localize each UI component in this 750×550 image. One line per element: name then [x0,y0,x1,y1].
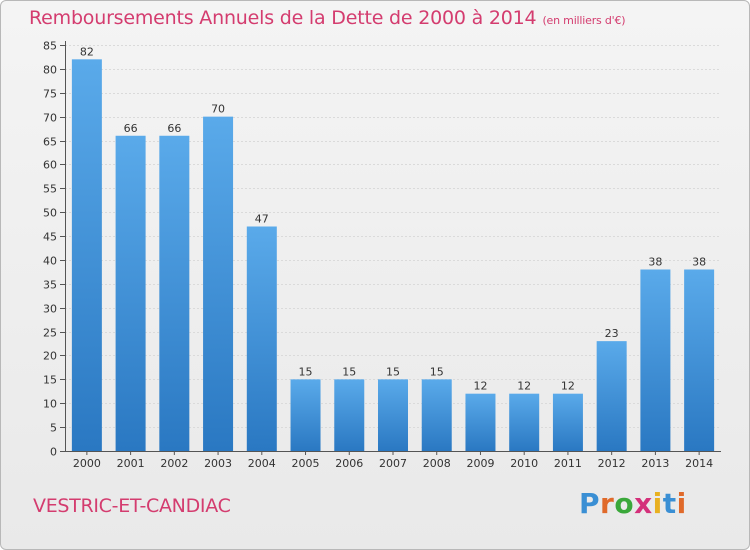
y-tick-label: 65 [43,136,57,149]
y-tick-label: 10 [43,398,57,411]
y-tick-label: 50 [43,207,57,220]
x-tick-label: 2009 [466,457,494,470]
bar-value-label: 23 [605,327,619,340]
y-tick-label: 25 [43,327,57,340]
bar-value-label: 47 [255,213,269,226]
bar-value-label: 15 [342,365,356,378]
logo-letter: i [652,487,663,520]
x-tick-label: 2004 [248,457,276,470]
y-tick-label: 15 [43,374,57,387]
bar-value-label: 70 [211,103,225,116]
bar [640,269,671,451]
bar [246,226,277,451]
chart-title: Remboursements Annuels de la Dette de 20… [29,7,626,29]
bar [203,116,234,451]
bar-value-label: 12 [517,380,531,393]
y-tick-label: 30 [43,303,57,316]
logo-letter: x [634,487,653,520]
bar [552,393,583,451]
x-tick-label: 2013 [641,457,669,470]
y-tick-label: 60 [43,159,57,172]
x-tick-label: 2007 [379,457,407,470]
y-tick-label: 40 [43,255,57,268]
y-tick-label: 70 [43,112,57,125]
bars [71,59,715,452]
data-labels: 82 66 66 70 47 15 15 15 15 12 12 12 23 38 38 [80,45,706,392]
y-tick-label: 55 [43,183,57,196]
logo-letter: o [614,487,635,520]
y-tick-label: 5 [50,422,57,435]
x-tick-label: 2014 [685,457,713,470]
x-axis-ticks: 2000 2001 2002 2003 2004 2005 2006 2007 2008 2009… [73,451,713,470]
x-tick-label: 2011 [554,457,582,470]
bar [465,393,496,451]
x-tick-label: 2008 [423,457,451,470]
y-tick-label: 20 [43,350,57,363]
logo-letter: P [579,487,601,520]
y-tick-label: 75 [43,88,57,101]
x-tick-label: 2000 [73,457,101,470]
bar [421,379,452,451]
bar [596,341,627,451]
bar [115,135,146,452]
chart-unit: (en milliers d'€) [542,14,626,27]
bar-value-label: 15 [386,365,400,378]
bar-value-label: 15 [299,365,313,378]
proxiti-logo: Proxiti [579,487,687,520]
y-tick-label: 85 [43,40,57,53]
x-tick-label: 2003 [204,457,232,470]
x-tick-label: 2005 [292,457,320,470]
bar-value-label: 66 [167,122,181,135]
logo-letter: t [662,487,677,520]
bar-value-label: 38 [692,255,706,268]
bar-value-label: 15 [430,365,444,378]
y-tick-label: 0 [50,446,57,459]
bar [290,379,321,451]
y-tick-label: 35 [43,279,57,292]
y-tick-label: 45 [43,231,57,244]
bar-value-label: 12 [561,380,575,393]
bar [684,269,715,451]
bar [509,393,540,451]
y-tick-label: 80 [43,64,57,77]
x-tick-label: 2006 [335,457,363,470]
x-tick-label: 2012 [598,457,626,470]
x-tick-label: 2002 [160,457,188,470]
bar [71,59,102,452]
y-axis-ticks: 0 5 10 15 20 25 30 35 40 45 50 55 60 65 70 75 80 85 [43,40,65,459]
bar [159,135,190,452]
town-name: VESTRIC-ET-CANDIAC [33,495,231,517]
logo-letter: i [676,487,687,520]
chart-title-text: Remboursements Annuels de la Dette de 20… [29,7,537,29]
bar-value-label: 38 [648,255,662,268]
bar-value-label: 12 [473,380,487,393]
bar-value-label: 66 [124,122,138,135]
bar-value-label: 82 [80,45,94,58]
logo-letter: r [600,487,615,520]
x-tick-label: 2010 [510,457,538,470]
bar [378,379,408,451]
x-tick-label: 2001 [117,457,145,470]
bar [334,379,365,451]
